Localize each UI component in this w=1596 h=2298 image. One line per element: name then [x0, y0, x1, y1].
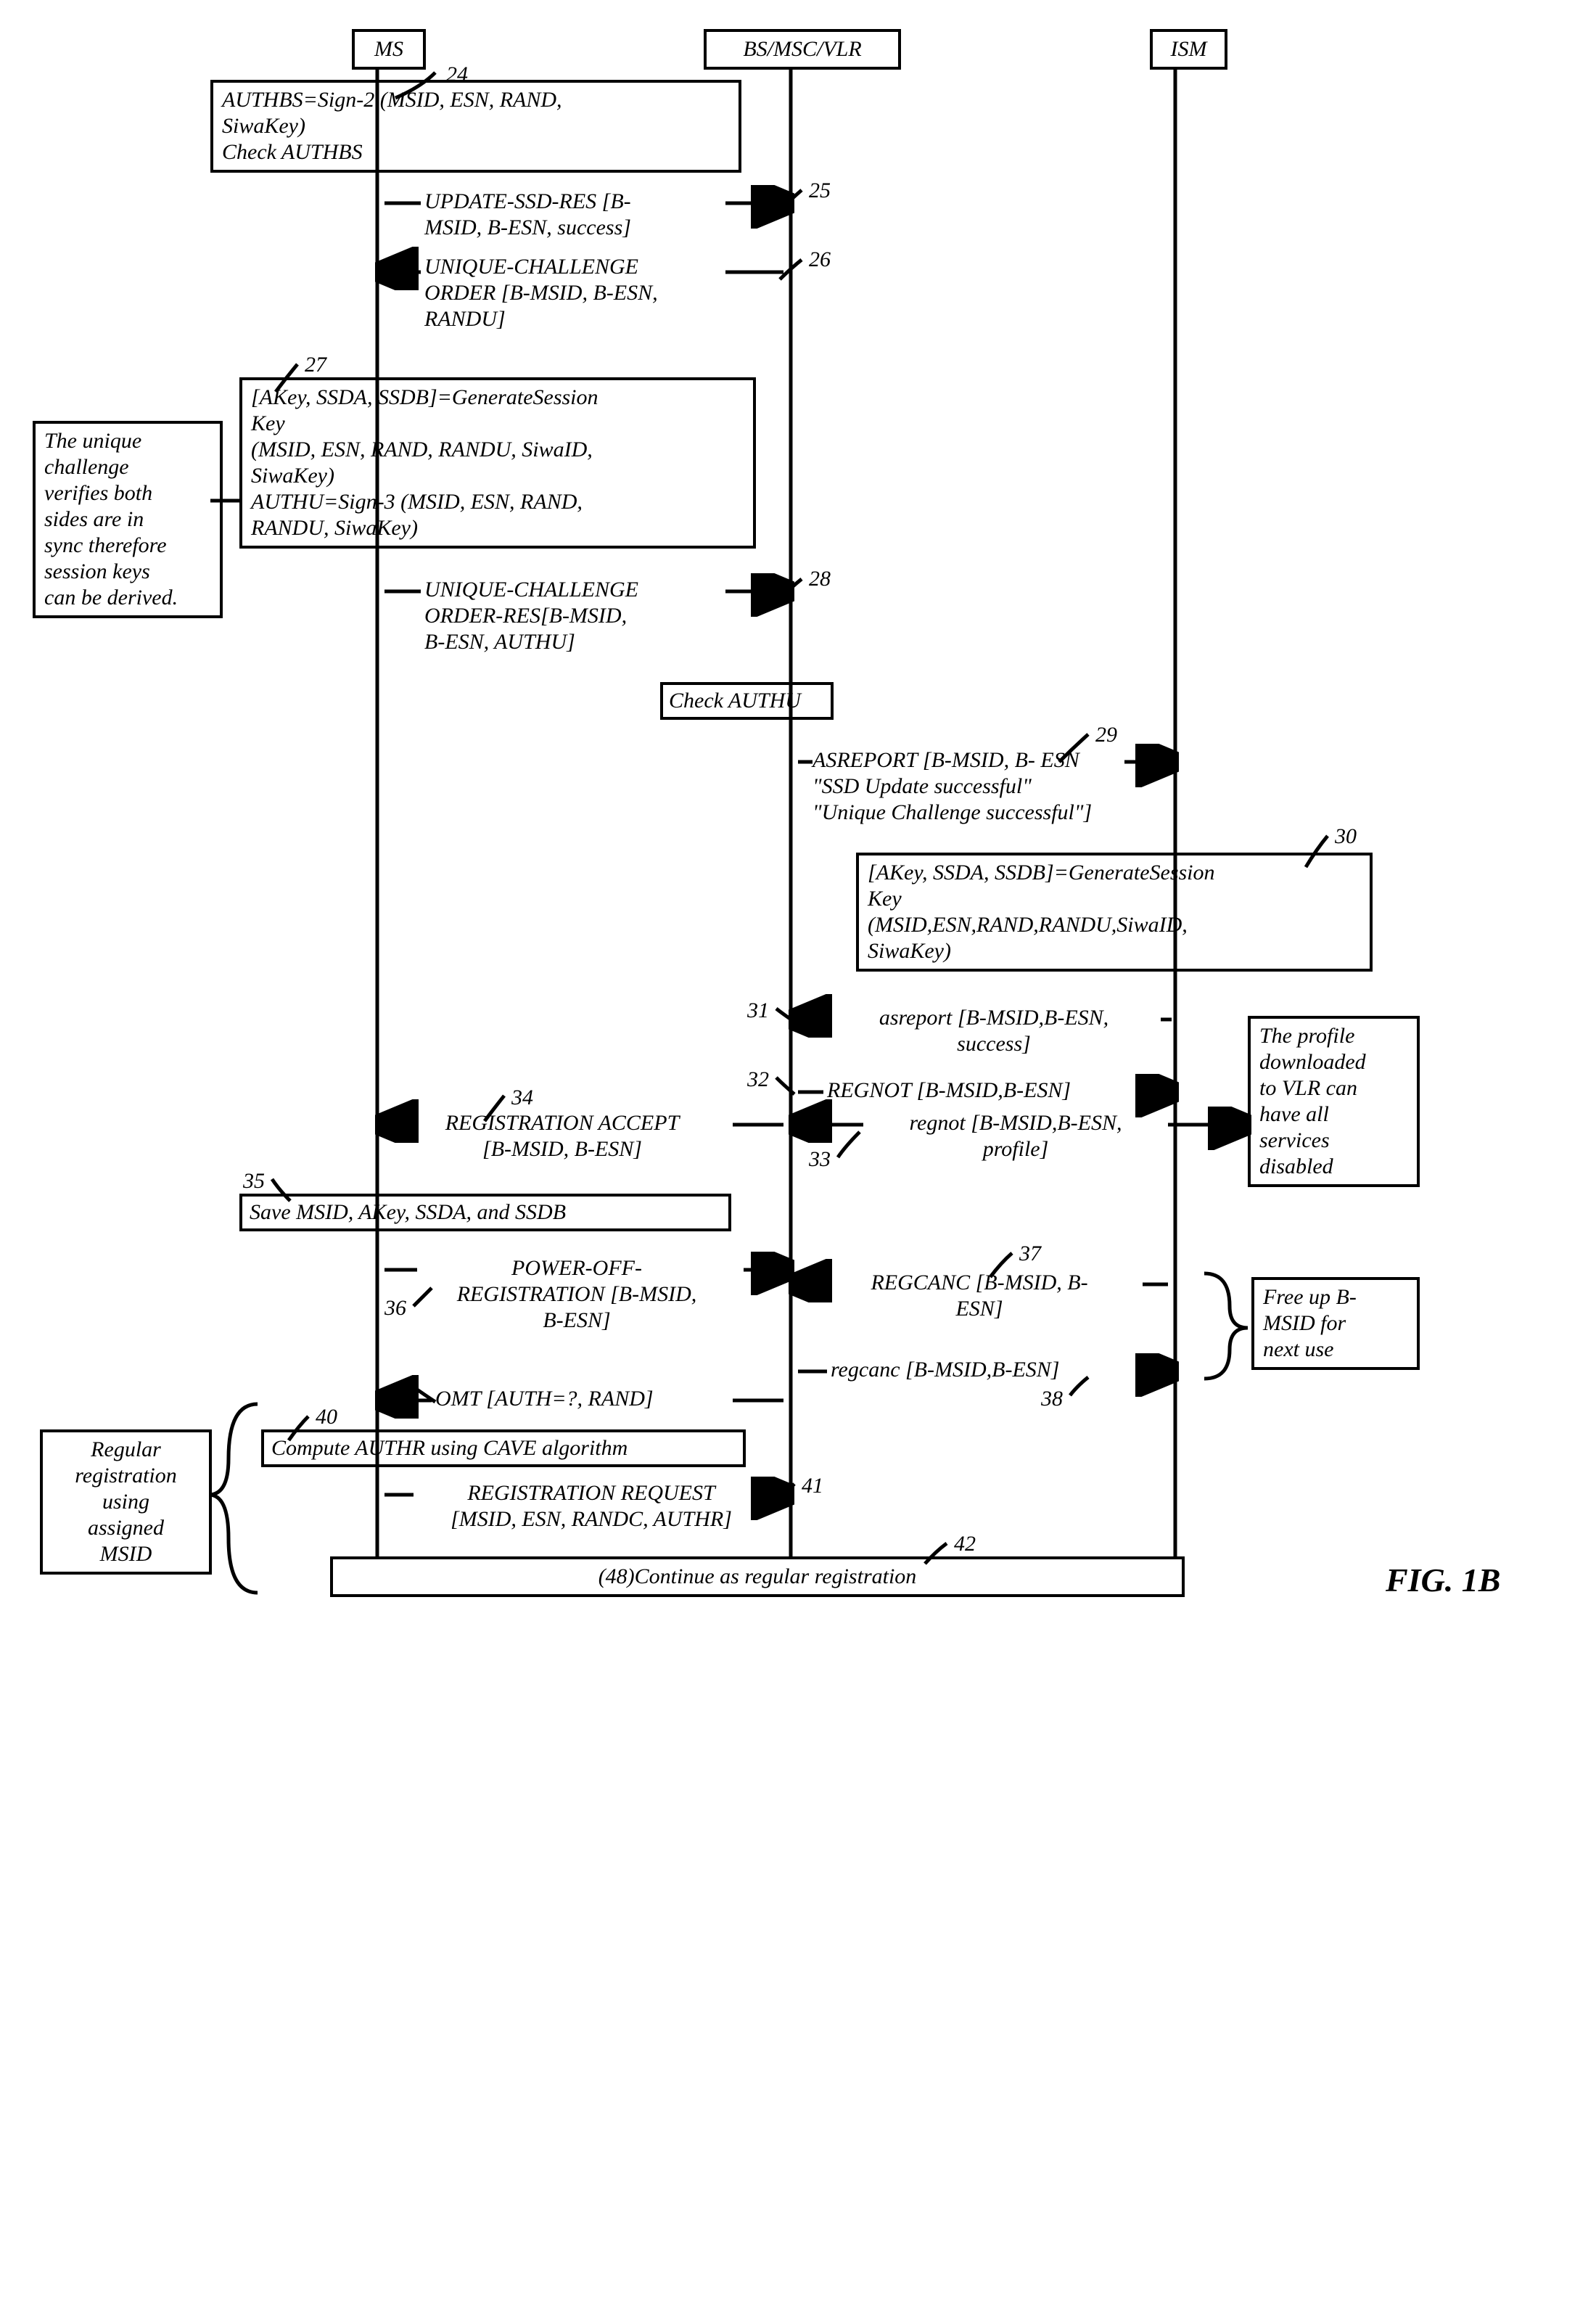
ref-37: 37 — [1019, 1241, 1041, 1267]
note-unique-challenge: The unique challenge verifies both sides… — [33, 421, 223, 618]
ref-24: 24 — [446, 62, 468, 88]
ref-42: 42 — [954, 1531, 976, 1557]
note-profile: The profile downloaded to VLR can have a… — [1248, 1016, 1420, 1187]
msg-power-off-registration: POWER-OFF- REGISTRATION [B-MSID, B-ESN] — [417, 1255, 736, 1334]
box-generate-session-key-ism: [AKey, SSDA, SSDB]=GenerateSession Key (… — [856, 853, 1373, 972]
ref-32: 32 — [747, 1067, 769, 1093]
msg-asreport: ASREPORT [B-MSID, B- ESN "SSD Update suc… — [813, 747, 1092, 826]
ref-27: 27 — [305, 352, 326, 378]
ref-38: 38 — [1041, 1386, 1063, 1412]
box-compute-authr: Compute AUTHR using CAVE algorithm — [261, 1429, 746, 1467]
msg-registration-accept: REGISTRATION ACCEPT [B-MSID, B-ESN] — [399, 1110, 725, 1162]
lane-header-ms: MS — [352, 29, 426, 70]
note-regular-registration: Regular registration using assigned MSID — [40, 1429, 212, 1575]
ref-30: 30 — [1335, 824, 1357, 850]
ref-28: 28 — [809, 566, 831, 592]
box-generate-session-key-ms: [AKey, SSDA, SSDB]=GenerateSession Key (… — [239, 377, 756, 549]
msg-update-ssd-res: UPDATE-SSD-RES [B- MSID, B-ESN, success] — [424, 189, 631, 241]
msg-regnot: REGNOT [B-MSID,B-ESN] — [827, 1078, 1071, 1104]
box-save-msid: Save MSID, AKey, SSDA, and SSDB — [239, 1194, 731, 1231]
msg-regcanc: REGCANC [B-MSID, B- ESN] — [827, 1270, 1132, 1322]
msg-asreport-lc: asreport [B-MSID,B-ESN, success] — [823, 1005, 1164, 1057]
ref-35: 35 — [243, 1168, 265, 1194]
box-continue-regular: (48)Continue as regular registration — [330, 1556, 1185, 1597]
ref-25: 25 — [809, 178, 831, 204]
sequence-diagram: MS BS/MSC/VLR ISM AUTHBS=Sign-2 (MSID, E… — [29, 29, 1567, 2269]
ref-26: 26 — [809, 247, 831, 273]
lane-header-ism: ISM — [1150, 29, 1227, 70]
ref-34: 34 — [511, 1085, 533, 1111]
box-check-authu: Check AUTHU — [660, 682, 834, 720]
msg-unique-challenge-order-res: UNIQUE-CHALLENGE ORDER-RES[B-MSID, B-ESN… — [424, 577, 638, 655]
msg-regnot-lc: regnot [B-MSID,B-ESN, profile] — [871, 1110, 1161, 1162]
ref-40: 40 — [316, 1404, 337, 1430]
msg-unique-challenge-order: UNIQUE-CHALLENGE ORDER [B-MSID, B-ESN, R… — [424, 254, 658, 332]
ref-33: 33 — [809, 1146, 831, 1173]
ref-41: 41 — [802, 1473, 823, 1499]
ref-31: 31 — [747, 998, 769, 1024]
ref-29: 29 — [1095, 722, 1117, 748]
ref-36: 36 — [384, 1295, 406, 1321]
box-authbs: AUTHBS=Sign-2 (MSID, ESN, RAND, SiwaKey)… — [210, 80, 741, 173]
msg-regcanc-lc: regcanc [B-MSID,B-ESN] — [831, 1357, 1059, 1383]
ref-39: 39 — [388, 1379, 410, 1405]
msg-registration-request: REGISTRATION REQUEST [MSID, ESN, RANDC, … — [414, 1480, 769, 1532]
figure-label: FIG. 1B — [1386, 1560, 1500, 1600]
note-free-msid: Free up B- MSID for next use — [1251, 1277, 1420, 1370]
msg-omt: OMT [AUTH=?, RAND] — [435, 1386, 654, 1412]
lane-header-bs: BS/MSC/VLR — [704, 29, 901, 70]
